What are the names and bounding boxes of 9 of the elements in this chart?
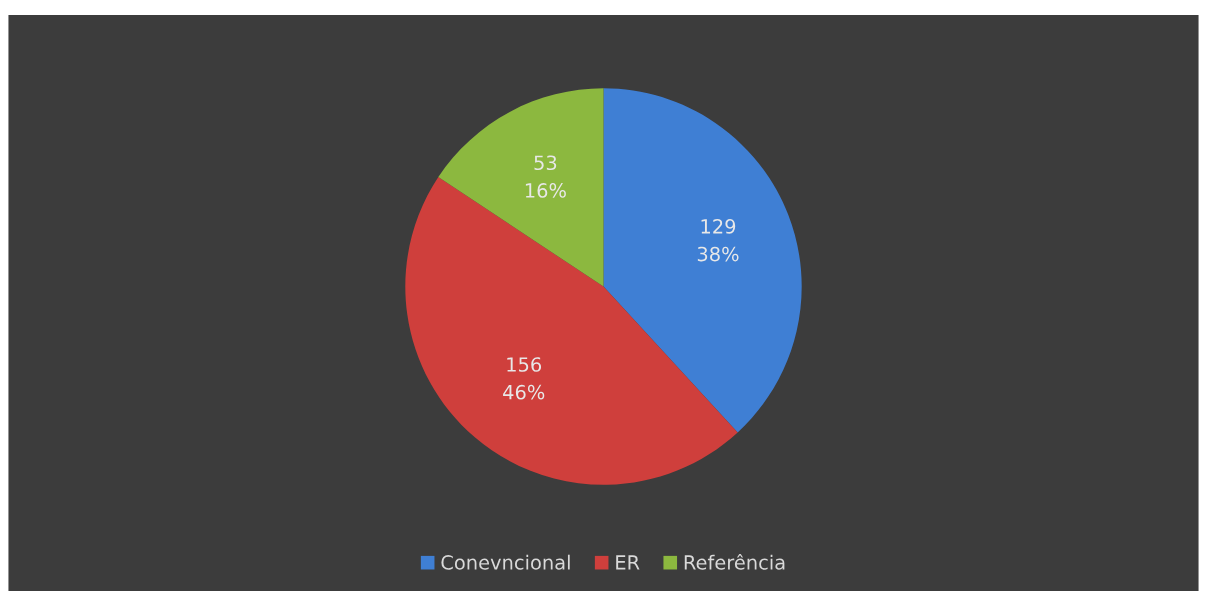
legend-label: Referência: [684, 553, 785, 570]
data-label: 53 16%: [525, 155, 566, 198]
pie-slice: [438, 88, 604, 287]
legend-label: Conevncional: [441, 554, 570, 570]
legend-label: ER: [616, 555, 640, 570]
pie-slice: [603, 88, 802, 433]
pie-slice: [405, 177, 738, 485]
data-label: 129 38%: [697, 219, 739, 262]
data-label: 156 46%: [503, 357, 545, 400]
